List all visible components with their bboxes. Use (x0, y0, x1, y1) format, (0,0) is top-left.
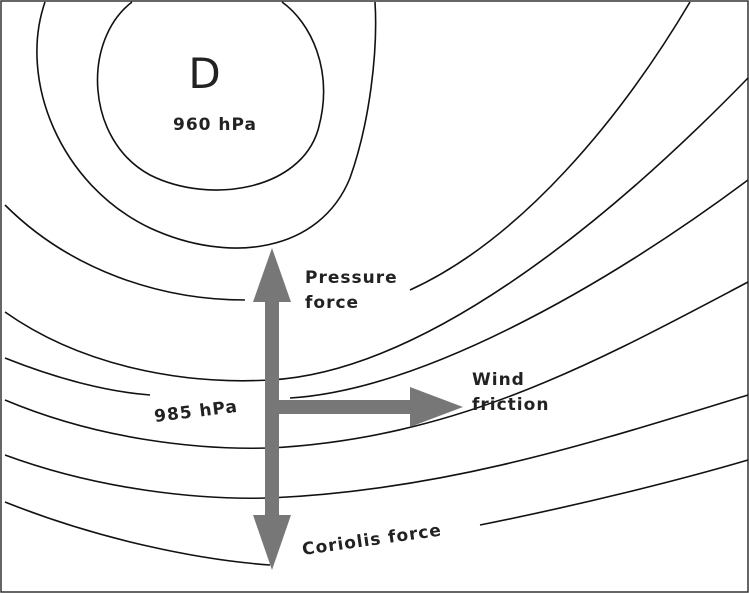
isobar (4, 179, 749, 399)
arrow-head (253, 248, 291, 302)
arrow-head (253, 515, 291, 570)
arrow-head (410, 387, 463, 427)
low-pressure: 960 hPa (173, 115, 257, 135)
force-label: friction (472, 395, 549, 415)
isobar (4, 459, 749, 566)
isobar (4, 281, 749, 450)
low-symbol: D (188, 49, 221, 98)
force-label: Wind (472, 370, 525, 390)
isobar (4, 1, 691, 301)
isobar (36, 1, 377, 249)
isobar (4, 394, 749, 500)
arrows (253, 248, 463, 570)
isobar (4, 77, 749, 382)
force-label: Pressure (305, 268, 398, 288)
arrow-shaft (272, 400, 417, 414)
force-label: force (305, 293, 359, 313)
isobar (96, 1, 325, 191)
isobars (4, 1, 749, 566)
